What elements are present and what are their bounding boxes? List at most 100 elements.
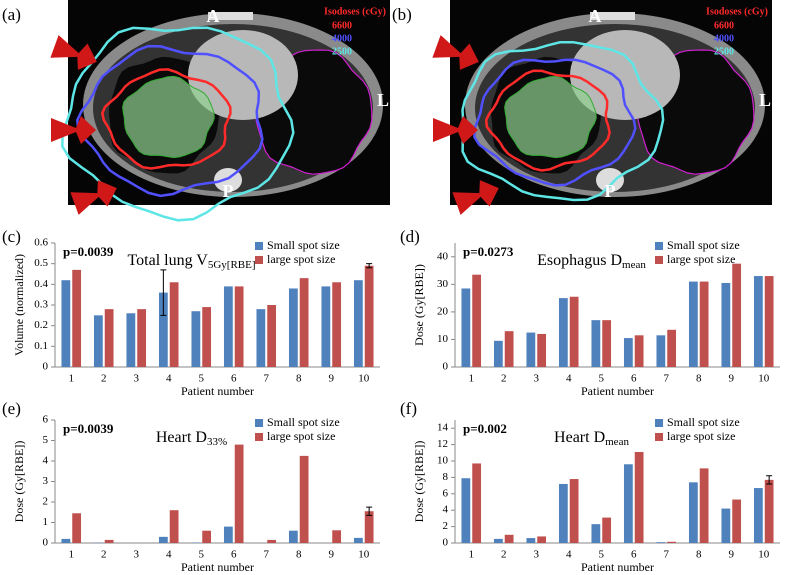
bar — [288, 288, 298, 367]
y-tick-label: 10 — [437, 333, 449, 345]
bar — [61, 538, 71, 543]
anatomy-label: P — [605, 181, 616, 201]
bar — [602, 517, 612, 543]
bar — [299, 278, 309, 367]
y-tick-label: 1 — [43, 516, 49, 528]
chart-title-subscript: 33% — [207, 436, 227, 448]
panel-label: (f) — [400, 399, 417, 418]
x-tick-label: 1 — [69, 549, 75, 561]
isodose-level: 6600 — [332, 20, 352, 31]
y-tick-label: 2 — [43, 496, 49, 508]
y-tick-label: 0.4 — [34, 278, 48, 290]
bar — [202, 530, 212, 543]
bar — [364, 511, 374, 543]
bar — [504, 331, 514, 367]
y-tick-label: 0 — [443, 537, 449, 549]
bar — [104, 539, 114, 543]
bar — [364, 265, 374, 367]
x-tick-label: 9 — [729, 549, 735, 561]
bar — [461, 478, 471, 543]
bar — [591, 524, 601, 543]
x-tick-label: 2 — [101, 549, 107, 561]
anatomy-label: L — [759, 90, 771, 110]
y-tick-label: 12 — [437, 438, 448, 450]
y-tick-label: 5 — [43, 434, 49, 446]
legend-swatch — [655, 419, 663, 427]
bar — [569, 296, 579, 367]
x-tick-label: 5 — [599, 549, 605, 561]
legend-swatch — [655, 242, 663, 250]
bar — [461, 288, 471, 367]
bar — [569, 479, 579, 543]
spine — [596, 168, 624, 192]
x-tick-label: 4 — [566, 373, 572, 385]
bar — [169, 510, 179, 543]
heart — [188, 30, 298, 120]
x-tick-label: 5 — [199, 373, 205, 385]
bar — [721, 282, 731, 367]
p-value: p=0.0039 — [63, 244, 114, 259]
y-tick-label: 0 — [43, 537, 49, 549]
x-axis-label: Patient number — [581, 560, 654, 574]
bar — [623, 338, 633, 367]
isodose-contour — [473, 58, 637, 187]
x-tick-label: 6 — [631, 549, 637, 561]
bar — [223, 286, 233, 367]
legend-label: large spot size — [267, 252, 335, 266]
y-tick-label: 6 — [43, 414, 49, 426]
y-tick-label: 40 — [437, 250, 449, 262]
y-tick-label: 0.5 — [34, 257, 48, 269]
error-bar — [766, 475, 773, 485]
chart-title: Esophagus Dmean — [537, 252, 646, 271]
bar — [764, 479, 774, 543]
legend-label: Small spot size — [267, 415, 340, 429]
x-tick-label: 4 — [166, 373, 172, 385]
isodose-contour — [76, 44, 264, 198]
tumor — [504, 75, 597, 159]
bar — [688, 482, 698, 543]
bar — [332, 282, 342, 367]
chart-title-subscript: mean — [622, 259, 646, 271]
bar — [158, 536, 168, 543]
bar — [656, 542, 666, 543]
bar — [699, 281, 709, 367]
p-value: p=0.0039 — [63, 421, 114, 436]
tumor — [122, 75, 215, 159]
x-tick-label: 10 — [358, 373, 370, 385]
bar — [602, 320, 612, 367]
sternum — [590, 12, 635, 20]
bar — [321, 286, 331, 367]
y-tick-label: 0.2 — [34, 319, 48, 331]
bar — [504, 534, 514, 543]
x-tick-label: 10 — [358, 549, 370, 561]
bar — [93, 315, 103, 367]
y-axis-label: Dose (Gy[RBE]) — [412, 264, 426, 346]
bar — [137, 309, 147, 367]
panel-label: (c) — [2, 227, 21, 246]
y-tick-label: 4 — [443, 504, 449, 516]
bar — [191, 311, 201, 367]
isodose-contour — [61, 26, 295, 222]
bar — [267, 539, 277, 543]
isodose-contour — [100, 68, 232, 170]
bar — [667, 329, 677, 367]
x-tick-label: 2 — [501, 549, 507, 561]
bar — [591, 320, 601, 367]
x-tick-label: 7 — [664, 373, 670, 385]
bar — [634, 335, 644, 367]
ct-image: Isodoses (cGy) 6600 4000 2500 A R L P — [424, 0, 772, 215]
panel-label: (a) — [2, 5, 21, 24]
bar — [472, 274, 482, 367]
bar — [169, 282, 179, 367]
bar — [472, 463, 482, 543]
anatomy-label: A — [207, 6, 220, 26]
anatomy-label: A — [589, 6, 602, 26]
x-axis-label: Patient number — [181, 384, 254, 398]
bar — [667, 541, 677, 543]
y-axis-label: Dose (Gy[RBE]) — [412, 441, 426, 523]
anatomy-label: L — [377, 90, 389, 110]
beam-arrow — [433, 116, 478, 144]
isodose-level: 4000 — [714, 33, 734, 44]
chart-title-subscript: mean — [605, 436, 629, 448]
legend-label: Small spot size — [667, 238, 740, 252]
